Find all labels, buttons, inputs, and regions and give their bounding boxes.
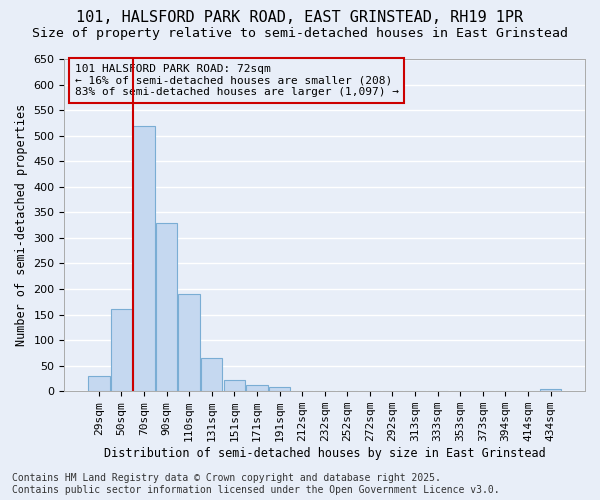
- Bar: [201, 358, 223, 391]
- Text: Size of property relative to semi-detached houses in East Grinstead: Size of property relative to semi-detach…: [32, 28, 568, 40]
- Text: 101, HALSFORD PARK ROAD, EAST GRINSTEAD, RH19 1PR: 101, HALSFORD PARK ROAD, EAST GRINSTEAD,…: [76, 10, 524, 25]
- Bar: [110, 310, 132, 391]
- Bar: [178, 294, 200, 391]
- Text: 101 HALSFORD PARK ROAD: 72sqm
← 16% of semi-detached houses are smaller (208)
83: 101 HALSFORD PARK ROAD: 72sqm ← 16% of s…: [75, 64, 399, 97]
- Bar: [156, 222, 177, 391]
- Bar: [224, 380, 245, 391]
- Bar: [269, 387, 290, 391]
- Bar: [292, 390, 313, 391]
- Bar: [133, 126, 155, 391]
- Bar: [246, 384, 268, 391]
- Bar: [540, 389, 562, 391]
- X-axis label: Distribution of semi-detached houses by size in East Grinstead: Distribution of semi-detached houses by …: [104, 447, 545, 460]
- Bar: [88, 376, 110, 391]
- Text: Contains HM Land Registry data © Crown copyright and database right 2025.
Contai: Contains HM Land Registry data © Crown c…: [12, 474, 500, 495]
- Y-axis label: Number of semi-detached properties: Number of semi-detached properties: [15, 104, 28, 346]
